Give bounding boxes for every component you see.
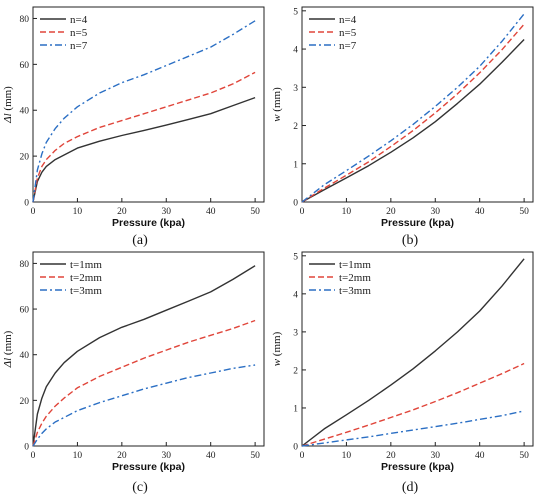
y-axis-label: Δl (mm) <box>2 86 14 124</box>
panel-caption: (c) <box>132 480 148 495</box>
legend-label: n=5 <box>70 27 88 39</box>
panel-caption: (b) <box>402 233 419 248</box>
chart-panel-4: 0 10 20 30 40 50 0 1 2 3 4 5 Pressure (kpa) w (mm) t=1… <box>271 251 534 495</box>
series-line-3 <box>301 410 525 447</box>
legend-label: t=2mm <box>339 272 371 284</box>
y-tick-label: 0 <box>24 199 29 209</box>
x-tick-label: 10 <box>342 207 352 217</box>
y-tick-label: 60 <box>20 306 30 316</box>
x-tick-label: 10 <box>342 451 352 461</box>
legend-label: n=4 <box>339 14 357 26</box>
y-tick-label: 4 <box>293 290 298 300</box>
x-tick-label: 30 <box>162 451 172 461</box>
plot-frame <box>301 6 534 203</box>
y-tick-label: 3 <box>293 84 298 94</box>
series-line-1 <box>301 258 525 447</box>
y-tick-label: 1 <box>293 404 298 414</box>
x-axis-label: Pressure (kpa) <box>381 217 454 229</box>
y-tick-label: 2 <box>293 122 298 132</box>
legend-label: t=3mm <box>70 285 102 297</box>
legend-label: t=2mm <box>70 272 102 284</box>
y-tick-label: 1 <box>293 160 298 170</box>
series-line-1 <box>32 265 256 447</box>
y-axis-label: w (mm) <box>271 331 283 366</box>
legend-label: n=7 <box>70 40 88 52</box>
x-tick-label: 40 <box>475 451 485 461</box>
x-tick-label: 50 <box>519 207 529 217</box>
legend-label: t=1mm <box>339 259 371 271</box>
y-tick-label: 5 <box>293 7 298 17</box>
x-tick-label: 0 <box>31 451 36 461</box>
x-tick-label: 30 <box>431 451 441 461</box>
legend-label: n=5 <box>339 27 357 39</box>
series-line-2 <box>32 319 256 447</box>
x-tick-label: 40 <box>206 207 216 217</box>
chart-panel-2: 0 10 20 30 40 50 0 1 2 3 4 5 Pressure (kpa) w (mm) n=4… <box>271 6 534 248</box>
y-tick-label: 80 <box>20 260 30 270</box>
x-tick-label: 20 <box>117 207 127 217</box>
x-tick-label: 10 <box>73 207 83 217</box>
y-tick-label: 20 <box>20 153 30 163</box>
x-axis-label: Pressure (kpa) <box>112 461 185 473</box>
series-line-1 <box>301 39 525 203</box>
x-tick-label: 20 <box>117 451 127 461</box>
legend-label: n=7 <box>339 40 357 52</box>
y-tick-label: 0 <box>24 443 29 453</box>
plot-frame <box>32 6 265 203</box>
legend: n=4n=5n=7 <box>40 14 88 52</box>
legend: n=4n=5n=7 <box>309 14 357 52</box>
series-line-2 <box>301 23 525 203</box>
series-line-3 <box>32 20 256 203</box>
y-tick-label: 0 <box>293 199 298 209</box>
legend-label: t=1mm <box>70 259 102 271</box>
y-tick-label: 5 <box>293 252 298 262</box>
x-tick-label: 50 <box>519 451 529 461</box>
series-line-1 <box>32 96 256 203</box>
x-axis-label: Pressure (kpa) <box>381 461 454 473</box>
y-axis-label: Δl (mm) <box>2 330 14 368</box>
x-tick-label: 30 <box>431 207 441 217</box>
y-tick-label: 20 <box>20 397 30 407</box>
x-tick-label: 0 <box>31 207 36 217</box>
x-tick-label: 50 <box>250 207 260 217</box>
y-axis-label: w (mm) <box>271 87 283 122</box>
y-tick-label: 40 <box>20 107 30 117</box>
y-tick-label: 3 <box>293 328 298 338</box>
y-tick-label: 2 <box>293 366 298 376</box>
series-line-2 <box>32 71 256 203</box>
y-tick-label: 60 <box>20 61 30 71</box>
legend-label: n=4 <box>70 14 88 26</box>
panel-caption: (a) <box>132 233 148 248</box>
legend-label: t=3mm <box>339 285 371 297</box>
panel-caption: (d) <box>402 480 419 495</box>
series-line-2 <box>301 362 525 447</box>
x-tick-label: 20 <box>386 207 396 217</box>
x-tick-label: 40 <box>475 207 485 217</box>
chart-panel-3: 0 10 20 30 40 50 0 20 40 60 80 Pressure (kpa) Δl (mm… <box>2 251 265 495</box>
y-tick-label: 4 <box>293 46 298 56</box>
series-line-3 <box>301 13 525 203</box>
x-tick-label: 40 <box>206 451 216 461</box>
x-tick-label: 20 <box>386 451 396 461</box>
x-tick-label: 50 <box>250 451 260 461</box>
plot-frame <box>301 251 534 447</box>
x-tick-label: 0 <box>300 451 305 461</box>
plot-frame <box>32 251 265 447</box>
series-line-3 <box>32 364 256 447</box>
x-tick-label: 30 <box>162 207 172 217</box>
y-tick-label: 0 <box>293 443 298 453</box>
y-tick-label: 80 <box>20 15 30 25</box>
chart-panel-1: 0 10 20 30 40 50 0 20 40 60 80 Pressure (kpa) Δl (mm… <box>2 6 265 248</box>
x-tick-label: 0 <box>300 207 305 217</box>
y-tick-label: 40 <box>20 351 30 361</box>
x-axis-label: Pressure (kpa) <box>112 217 185 229</box>
x-tick-label: 10 <box>73 451 83 461</box>
